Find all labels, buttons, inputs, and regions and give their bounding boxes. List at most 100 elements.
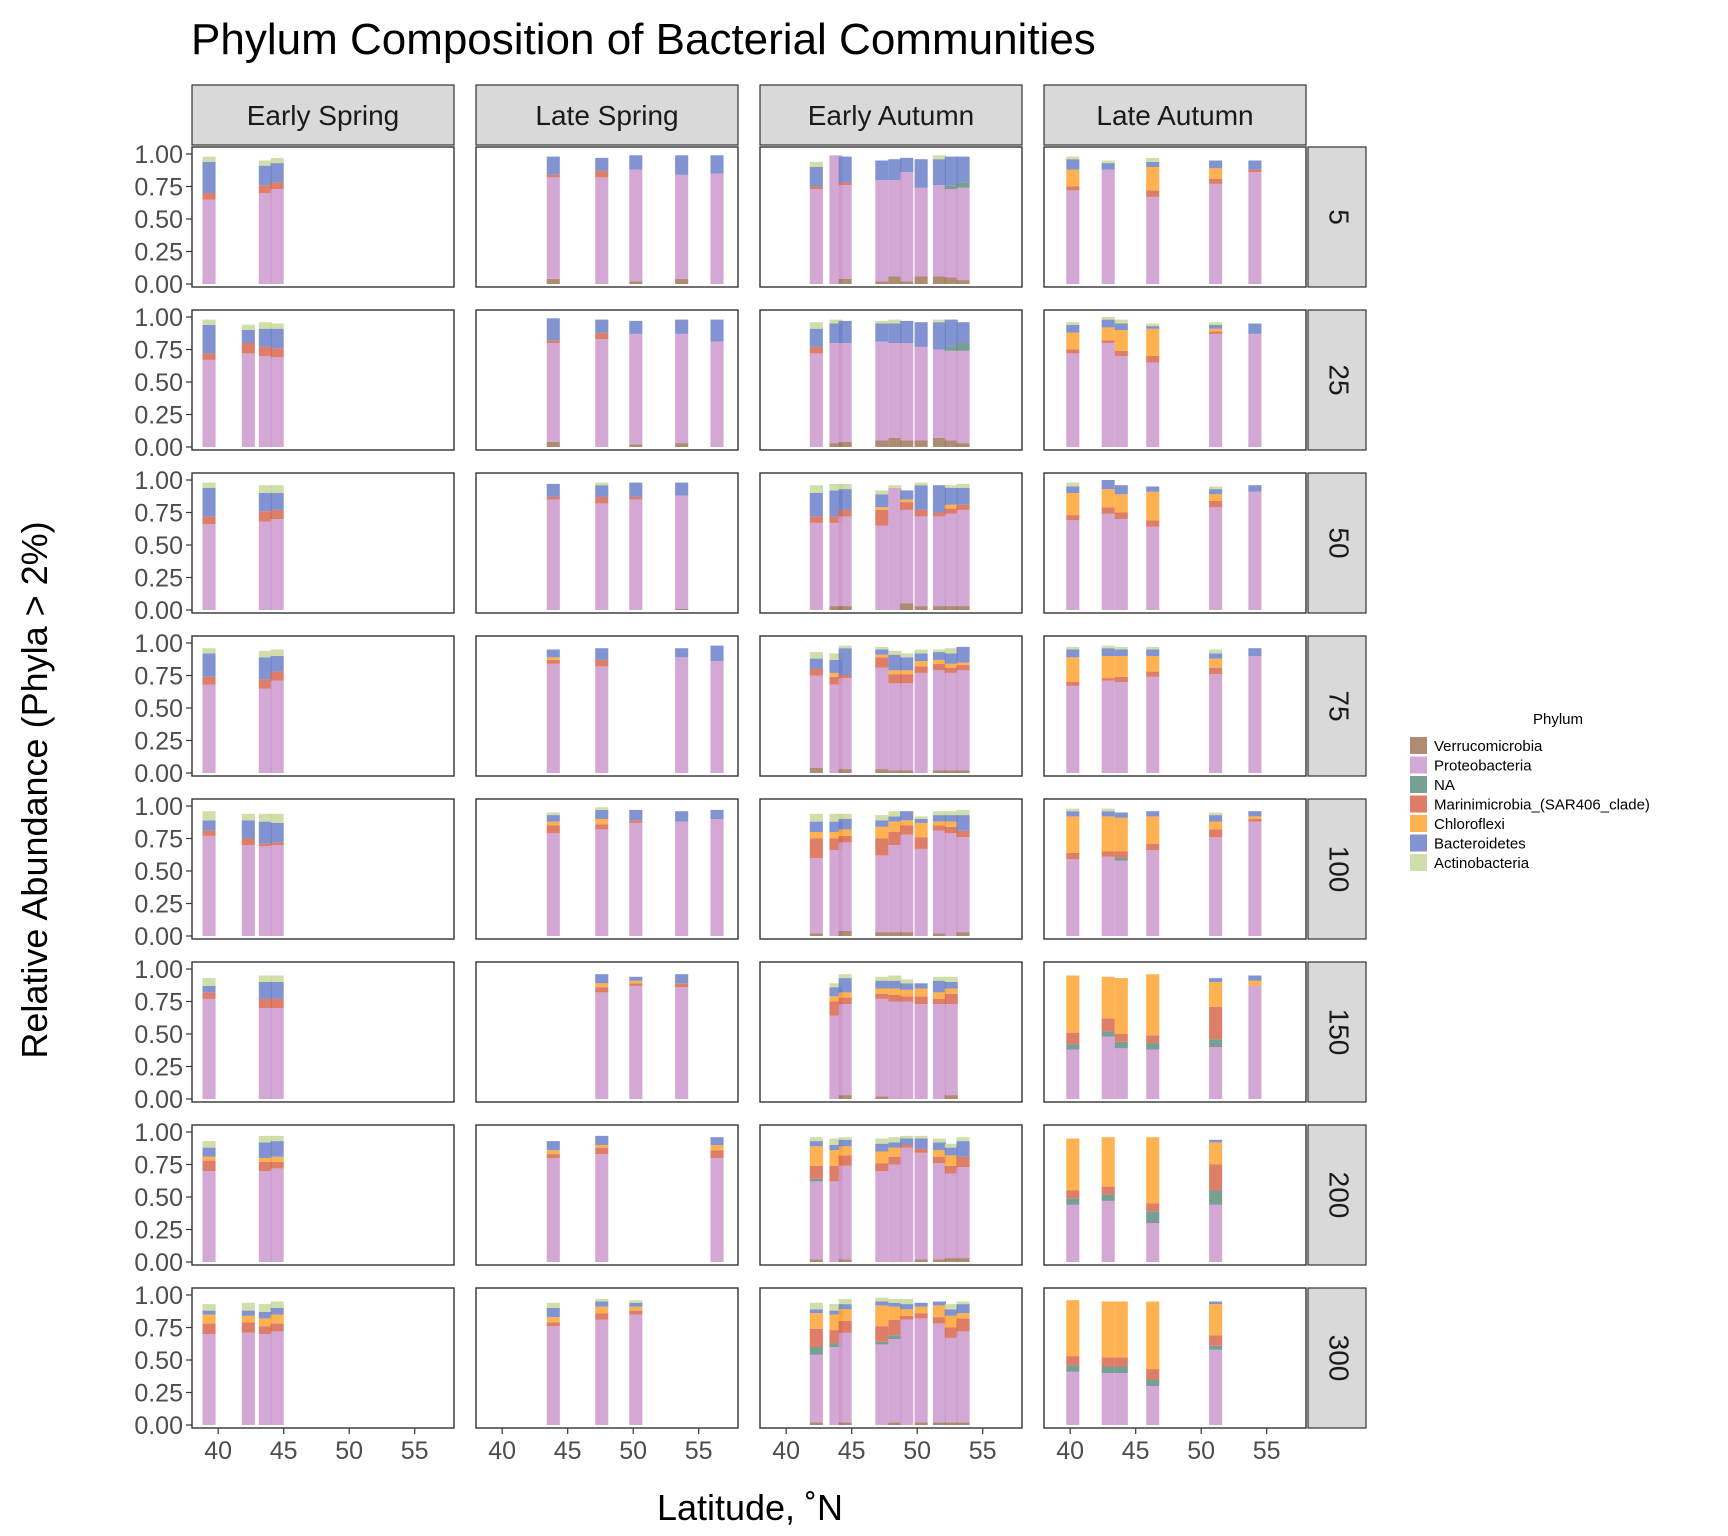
x-tick-label: 50 [903, 1437, 931, 1465]
bar-segment-marinimicrobia-sar406-clade [838, 835, 852, 843]
bar-segment-marinimicrobia-sar406-clade [1146, 1369, 1160, 1380]
bar-segment-proteobacteria [675, 333, 689, 444]
bar-segment-verrucomicrobia [944, 1095, 958, 1099]
bar-segment-actinobacteria [829, 653, 843, 660]
bar-segment-proteobacteria [1101, 680, 1115, 773]
panel-late-autumn-150 [1043, 961, 1307, 1103]
bar-segment-actinobacteria [932, 1138, 947, 1143]
bar-segment-proteobacteria [900, 509, 914, 604]
bar-segment-chloroflexi [546, 1150, 560, 1155]
bar-segment-proteobacteria [258, 846, 272, 936]
bar-segment-actinobacteria [888, 1137, 902, 1143]
bar-segment-proteobacteria [932, 349, 947, 438]
bar-segment-actinobacteria [1101, 645, 1115, 649]
bar-segment-actinobacteria [270, 1135, 284, 1142]
bar-segment-bacteroidetes [838, 1304, 852, 1310]
y-tick-label: 0.00 [134, 760, 183, 788]
bar-segment-verrucomicrobia [944, 277, 958, 284]
bar-segment-bacteroidetes [838, 819, 852, 830]
bar-segment-actinobacteria [838, 483, 852, 490]
bar-segment-marinimicrobia-sar406-clade [1101, 851, 1115, 857]
y-tick-label: 0.25 [134, 1380, 183, 1408]
bar-segment-marinimicrobia-sar406-clade [202, 992, 216, 999]
bar-segment-proteobacteria [710, 661, 724, 773]
x-tick-label: 55 [1253, 1437, 1281, 1465]
bar-segment-bacteroidetes [1114, 812, 1128, 818]
bar-segment-marinimicrobia-sar406-clade [1146, 843, 1160, 851]
bar-segment-proteobacteria [258, 1334, 272, 1425]
facet-strip-label: 50 [1324, 527, 1355, 558]
bar-segment-marinimicrobia-sar406-clade [1101, 1186, 1115, 1195]
bar-segment-marinimicrobia-sar406-clade [1209, 1335, 1223, 1346]
facet-strip-label: Early Spring [247, 100, 400, 131]
bar-segment-chloroflexi [1114, 656, 1128, 677]
panel-border [475, 961, 739, 1103]
bar-segment-marinimicrobia-sar406-clade [595, 170, 609, 178]
legend-label: NA [1434, 777, 1455, 794]
bar-segment-actinobacteria [809, 652, 823, 659]
bar-segment-marinimicrobia-sar406-clade [888, 674, 902, 684]
bar-segment-proteobacteria [1248, 656, 1262, 773]
bar-segment-chloroflexi [875, 654, 889, 658]
bar-segment-bacteroidetes [914, 322, 928, 347]
bar-segment-marinimicrobia-sar406-clade [1146, 190, 1160, 197]
bar-segment-actinobacteria [838, 1137, 852, 1140]
bar-segment-bacteroidetes [888, 816, 902, 822]
bar-segment-actinobacteria [829, 813, 843, 822]
bar-segment-bacteroidetes [710, 645, 724, 662]
panel-border [475, 146, 739, 288]
bar-segment-proteobacteria [838, 678, 852, 770]
bar-segment-bacteroidetes [595, 648, 609, 660]
bar-segment-bacteroidetes [1209, 489, 1223, 495]
bar-segment-actinobacteria [258, 1135, 272, 1143]
bar-segment-actinobacteria [838, 645, 852, 649]
bar-segment-marinimicrobia-sar406-clade [1066, 1356, 1080, 1366]
facet-strip-label: Early Autumn [808, 100, 975, 131]
bar-segment-bacteroidetes [956, 815, 970, 831]
bar-segment-actinobacteria [956, 1301, 970, 1305]
bar-segment-actinobacteria [875, 976, 889, 981]
bar-segment-proteobacteria [1248, 172, 1262, 284]
y-tick-label: 0.75 [134, 337, 183, 365]
bar-segment-verrucomicrobia [914, 1422, 928, 1425]
bar-segment-chloroflexi [595, 819, 609, 825]
bar-segment-marinimicrobia-sar406-clade [546, 1322, 560, 1327]
bar-segment-proteobacteria [1114, 860, 1128, 936]
bar-segment-marinimicrobia-sar406-clade [1248, 819, 1262, 822]
facet-strip-label: 150 [1324, 1009, 1355, 1056]
bar-segment-na [1101, 1194, 1115, 1201]
bar-segment-na [829, 1343, 843, 1347]
bar-segment-chloroflexi [900, 820, 914, 826]
legend-swatch [1410, 776, 1427, 793]
bar-segment-actinobacteria [1146, 646, 1160, 650]
bar-segment-chloroflexi [595, 983, 609, 988]
y-tick-label: 0.00 [134, 1086, 183, 1114]
bar-segment-marinimicrobia-sar406-clade [258, 185, 272, 193]
bar-segment-marinimicrobia-sar406-clade [202, 676, 216, 685]
bar-segment-bacteroidetes [809, 167, 823, 187]
bar-segment-bacteroidetes [270, 656, 284, 672]
bar-segment-marinimicrobia-sar406-clade [900, 674, 914, 684]
bar-segment-marinimicrobia-sar406-clade [809, 1165, 823, 1179]
bar-segment-chloroflexi [1146, 974, 1160, 1036]
panel-border [1043, 635, 1307, 777]
x-tick-label: 40 [204, 1437, 232, 1465]
bar-segment-actinobacteria [875, 490, 889, 495]
bar-segment-bacteroidetes [202, 324, 216, 354]
bar-segment-proteobacteria [875, 341, 889, 441]
bar-segment-proteobacteria [1146, 850, 1160, 936]
bar-segment-proteobacteria [875, 667, 889, 770]
bar-segment-chloroflexi [1146, 167, 1160, 191]
bar-segment-marinimicrobia-sar406-clade [1209, 178, 1223, 184]
bar-segment-marinimicrobia-sar406-clade [546, 659, 560, 664]
bar-segment-actinobacteria [595, 1298, 609, 1302]
bar-segment-verrucomicrobia [944, 1422, 958, 1425]
bar-segment-marinimicrobia-sar406-clade [270, 182, 284, 190]
bar-segment-bacteroidetes [675, 155, 689, 175]
bar-segment-bacteroidetes [956, 156, 970, 183]
panel-background [192, 1288, 454, 1428]
panel-early-spring-200 [191, 1124, 455, 1266]
bar-segment-proteobacteria [1114, 1373, 1128, 1425]
x-tick-label: 45 [838, 1437, 866, 1465]
bar-segment-marinimicrobia-sar406-clade [270, 842, 284, 845]
